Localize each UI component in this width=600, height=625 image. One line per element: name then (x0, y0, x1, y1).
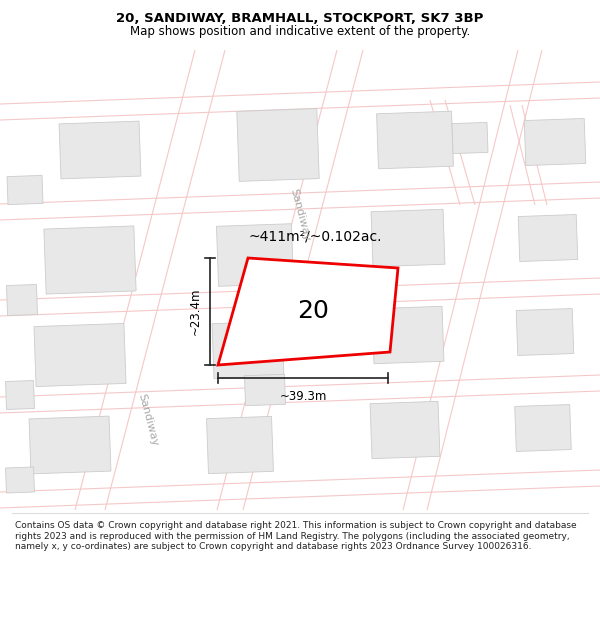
Polygon shape (5, 381, 34, 409)
Text: 20, SANDIWAY, BRAMHALL, STOCKPORT, SK7 3BP: 20, SANDIWAY, BRAMHALL, STOCKPORT, SK7 3… (116, 12, 484, 26)
Text: Sandiway: Sandiway (136, 392, 160, 448)
Polygon shape (237, 109, 319, 181)
Text: ~23.4m: ~23.4m (189, 288, 202, 335)
Polygon shape (59, 121, 141, 179)
Polygon shape (244, 374, 286, 406)
Text: Contains OS data © Crown copyright and database right 2021. This information is : Contains OS data © Crown copyright and d… (15, 521, 577, 551)
Polygon shape (34, 324, 126, 386)
Text: Sandiway: Sandiway (289, 188, 311, 242)
Text: ~411m²/~0.102ac.: ~411m²/~0.102ac. (248, 229, 382, 243)
Polygon shape (206, 416, 274, 474)
Polygon shape (524, 119, 586, 166)
Polygon shape (212, 321, 284, 379)
Text: ~39.3m: ~39.3m (280, 390, 326, 403)
Polygon shape (371, 209, 445, 267)
Polygon shape (515, 404, 571, 451)
Polygon shape (372, 306, 444, 364)
Polygon shape (44, 226, 136, 294)
Polygon shape (370, 401, 440, 459)
Polygon shape (518, 214, 578, 261)
Polygon shape (217, 224, 293, 286)
Polygon shape (516, 309, 574, 356)
Polygon shape (7, 176, 43, 204)
Text: Map shows position and indicative extent of the property.: Map shows position and indicative extent… (130, 24, 470, 38)
Polygon shape (218, 258, 398, 365)
Polygon shape (5, 467, 34, 493)
Polygon shape (29, 416, 111, 474)
Polygon shape (452, 122, 488, 154)
Text: 20: 20 (298, 299, 329, 322)
Polygon shape (377, 111, 454, 169)
Polygon shape (7, 284, 38, 316)
